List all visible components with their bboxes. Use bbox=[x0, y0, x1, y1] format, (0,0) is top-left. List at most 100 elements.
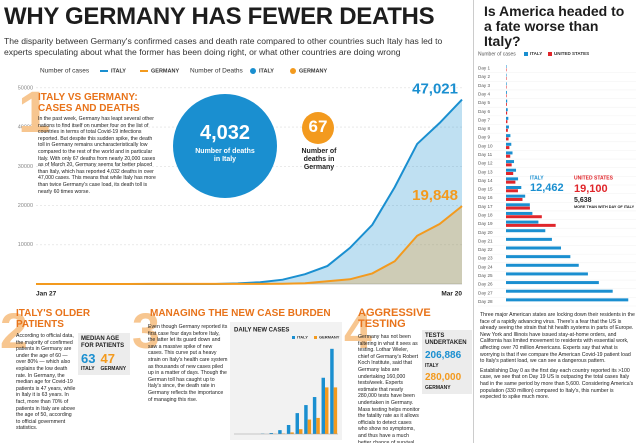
y-tick-label: Day 8 bbox=[478, 126, 490, 131]
bar bbox=[333, 387, 338, 434]
deaths-circle bbox=[302, 112, 334, 144]
bar bbox=[506, 220, 539, 224]
bar bbox=[286, 425, 291, 434]
divider bbox=[473, 0, 474, 443]
subtitle: The disparity between Germany's confirme… bbox=[4, 36, 443, 57]
legend-label: ITALY bbox=[297, 335, 308, 340]
side-text: Three major American states are locking … bbox=[480, 312, 636, 401]
box-label: GERMANY bbox=[100, 366, 127, 372]
bar bbox=[506, 168, 517, 172]
section-body: Even though Germany reported its first c… bbox=[148, 324, 228, 403]
y-tick-label: Day 7 bbox=[478, 117, 490, 122]
y-tick-label: Day 25 bbox=[478, 273, 493, 278]
italy-deaths: 4,032 bbox=[199, 122, 251, 144]
bar bbox=[506, 289, 613, 293]
box-title: TESTS UNDERTAKEN bbox=[425, 333, 467, 346]
section-heading: AGGRESSIVE TESTING bbox=[358, 307, 431, 330]
bar bbox=[330, 348, 334, 434]
x-tick-label: Jan 27 bbox=[36, 291, 57, 298]
bar bbox=[506, 76, 507, 80]
y-tick-label: Day 22 bbox=[478, 247, 493, 252]
bar bbox=[506, 102, 507, 106]
bar bbox=[506, 160, 515, 164]
section-heading: MANAGING THE NEW CASE BURDEN bbox=[150, 308, 331, 319]
section-body: Germany has not been faltering in what i… bbox=[358, 334, 420, 443]
section-number: 4 bbox=[344, 303, 372, 359]
bar bbox=[506, 229, 546, 233]
bar bbox=[506, 125, 509, 129]
mini-chart: DAILY NEW CASES ITALY GERMANY bbox=[230, 322, 342, 440]
section-body: According to official data, the majority… bbox=[16, 333, 76, 432]
deaths-circle bbox=[173, 94, 277, 198]
bar bbox=[506, 154, 511, 158]
value-label: 47,021 bbox=[412, 81, 458, 98]
side-chart: Number of cases ITALY UNITED STATES Day 1 Da… bbox=[478, 51, 636, 307]
box-value: 280,000 bbox=[425, 372, 462, 383]
bar bbox=[295, 413, 299, 434]
bar bbox=[506, 272, 588, 276]
y-tick-label: Day 28 bbox=[478, 299, 493, 304]
annotation-label: UNITED STATES bbox=[574, 175, 614, 181]
y-tick-label: Day 13 bbox=[478, 169, 493, 174]
bar bbox=[506, 206, 530, 210]
y-tick-label: 10000 bbox=[18, 242, 33, 248]
legend-label: GERMANY bbox=[319, 335, 340, 340]
x-tick-label: Mar 20 bbox=[441, 291, 462, 298]
box-title: MEDIAN AGE FOR PATIENTS bbox=[81, 336, 125, 349]
section-number: 1 bbox=[18, 80, 51, 145]
box-label: ITALY bbox=[425, 363, 439, 369]
y-tick-label: Day 24 bbox=[478, 264, 493, 269]
bar bbox=[325, 387, 329, 434]
main-chart: Number of cases ITALY GERMANY Number of Dea… bbox=[18, 68, 463, 298]
bar bbox=[506, 298, 629, 302]
legend-marker bbox=[314, 336, 317, 339]
bar bbox=[269, 433, 273, 434]
box-label: GERMANY bbox=[425, 385, 451, 391]
section-number: 3 bbox=[132, 303, 160, 359]
bar bbox=[506, 223, 556, 227]
bar bbox=[506, 186, 522, 189]
section-heading: ITALY VS GERMANY: CASES AND DEATHS bbox=[38, 92, 140, 114]
y-tick-label: Day 2 bbox=[478, 74, 490, 79]
area bbox=[36, 206, 462, 284]
bar bbox=[506, 151, 513, 155]
box-label: ITALY bbox=[81, 366, 95, 372]
annotation-value: 19,100 bbox=[574, 183, 608, 195]
side-paragraph: Three major American states are locking … bbox=[480, 312, 635, 365]
y-tick-label: Day 10 bbox=[478, 143, 493, 148]
legend-marker bbox=[548, 52, 552, 56]
area bbox=[36, 99, 462, 284]
bar bbox=[506, 68, 507, 72]
legend-marker bbox=[524, 52, 528, 56]
y-tick-label: Day 1 bbox=[478, 66, 490, 71]
y-tick-label: Day 9 bbox=[478, 135, 490, 140]
legend-label: ITALY bbox=[530, 51, 542, 56]
tests-box: TESTS UNDERTAKEN 206,886 ITALY 280,000 G… bbox=[422, 330, 472, 394]
bar bbox=[506, 163, 512, 167]
legend-label: GERMANY bbox=[299, 68, 327, 74]
y-tick-label: Day 4 bbox=[478, 91, 490, 96]
italy-deaths-label: Number of deaths in Italy bbox=[195, 148, 255, 163]
side-title: Is America headed to a fate worse than I… bbox=[484, 3, 625, 49]
y-tick-label: Day 26 bbox=[478, 282, 493, 287]
annotation-value: 12,462 bbox=[530, 182, 564, 194]
bar bbox=[506, 189, 518, 193]
legend-label: UNITED STATES bbox=[554, 51, 589, 56]
bar bbox=[506, 172, 514, 176]
bar bbox=[506, 120, 508, 124]
legend-title: Number of Deaths bbox=[190, 68, 243, 75]
box-value: 206,886 bbox=[425, 350, 462, 361]
bar bbox=[506, 197, 523, 201]
y-tick-label: 20000 bbox=[18, 203, 33, 209]
legend-marker bbox=[292, 336, 295, 339]
y-tick-label: Day 3 bbox=[478, 83, 490, 88]
bar bbox=[506, 177, 519, 181]
bar bbox=[307, 419, 312, 434]
y-tick-label: Day 18 bbox=[478, 212, 493, 217]
bar bbox=[506, 111, 508, 115]
annotation-label: ITALY bbox=[530, 175, 544, 181]
section-heading: ITALY'S OLDER PATIENTS bbox=[16, 308, 91, 330]
y-tick-label: Day 14 bbox=[478, 178, 493, 183]
section-body: In the past week, Germany has leapt seve… bbox=[38, 116, 156, 195]
bar bbox=[304, 405, 308, 434]
